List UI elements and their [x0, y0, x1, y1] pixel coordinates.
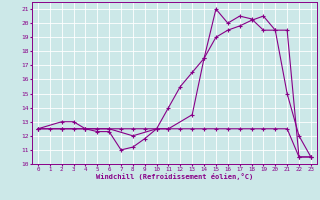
- X-axis label: Windchill (Refroidissement éolien,°C): Windchill (Refroidissement éolien,°C): [96, 173, 253, 180]
